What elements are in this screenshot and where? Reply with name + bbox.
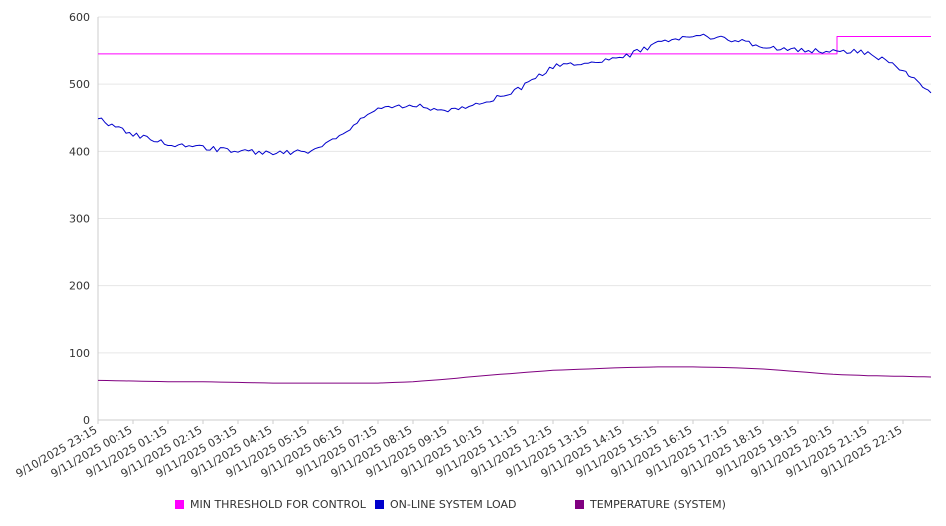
- legend-label-min-threshold: MIN THRESHOLD FOR CONTROL: [190, 498, 366, 511]
- series-line-1: [97, 33, 932, 156]
- legend-item-temperature[interactable]: TEMPERATURE (SYSTEM): [575, 498, 726, 511]
- legend-swatch-min-threshold: [175, 500, 184, 509]
- legend-item-min-threshold[interactable]: MIN THRESHOLD FOR CONTROL: [175, 498, 366, 511]
- y-tick-label: 400: [69, 145, 90, 158]
- grid: [98, 16, 931, 421]
- y-tick-label: 300: [69, 213, 90, 226]
- legend-swatch-online-load: [375, 500, 384, 509]
- x-tick-labels: 9/10/2025 23:159/11/2025 00:159/11/2025 …: [14, 423, 905, 480]
- series-line-2: [97, 366, 932, 384]
- series-lines: [97, 33, 932, 384]
- y-tick-label: 0: [83, 414, 90, 427]
- y-tick-label: 200: [69, 280, 90, 293]
- legend-label-temperature: TEMPERATURE (SYSTEM): [590, 498, 726, 511]
- series-line-0: [98, 36, 931, 55]
- legend-swatch-temperature: [575, 500, 584, 509]
- y-tick-label: 600: [69, 11, 90, 24]
- y-tick-labels: 0 100 200 300 400 500 600: [69, 11, 90, 427]
- legend-label-online-load: ON-LINE SYSTEM LOAD: [390, 498, 517, 511]
- legend-item-online-load[interactable]: ON-LINE SYSTEM LOAD: [375, 498, 516, 511]
- y-tick-label: 100: [69, 347, 90, 360]
- y-tick-label: 500: [69, 78, 90, 91]
- axes: [97, 17, 931, 424]
